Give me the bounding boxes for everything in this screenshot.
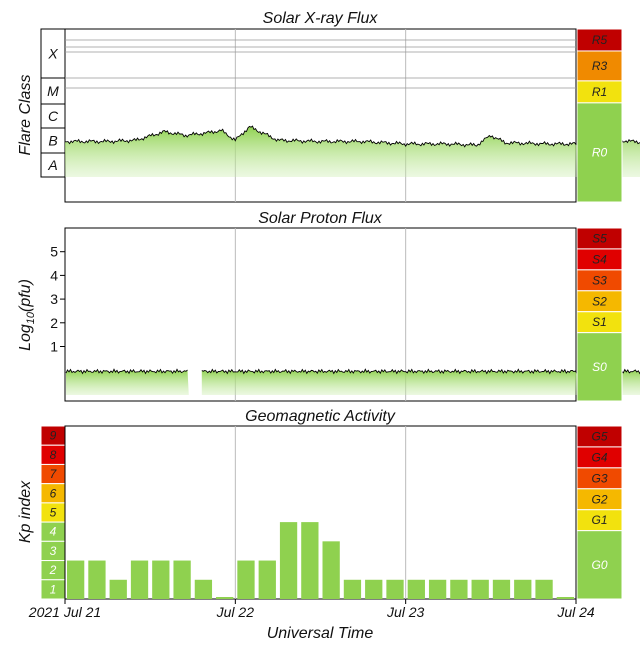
flare-class-c: C — [48, 108, 59, 124]
kp-bar — [152, 560, 170, 599]
scale-label-r1: R1 — [592, 85, 607, 99]
scale-label-r3: R3 — [592, 59, 608, 73]
kp-level-scale: 9 8 7 6 5 4 3 2 1 — [40, 425, 66, 600]
proton-tick-3: 3 — [50, 291, 58, 307]
radiation-storm-scale: S5 S4 S3 S2 S1 S0 — [576, 227, 623, 402]
scale-band-r0 — [576, 102, 623, 203]
flare-class-a: A — [47, 157, 57, 173]
proton-y-ticks: 5 4 3 2 1 — [50, 244, 65, 354]
kp-bar — [514, 579, 532, 599]
scale-label-s2: S2 — [592, 294, 607, 308]
scale-label-g0: G0 — [591, 558, 607, 572]
proton-title: Solar Proton Flux — [258, 210, 383, 227]
xray-flux-line — [65, 125, 640, 148]
kp-gridlines — [234, 426, 407, 599]
proton-ylabel-sub: 10 — [25, 311, 37, 324]
scale-label-g4: G4 — [591, 450, 607, 464]
kp-level-label-6: 6 — [50, 486, 57, 500]
proton-tick-1: 1 — [50, 338, 58, 354]
kp-level-label-2: 2 — [49, 563, 57, 577]
x-axis-ticks: 2021 Jul 21 Jul 22 Jul 23 Jul 24 — [28, 599, 595, 620]
proton-tick-2: 2 — [50, 315, 58, 331]
kp-bar — [492, 579, 511, 599]
flare-class-cell — [40, 152, 66, 178]
kp-bar — [428, 579, 447, 599]
kp-bar — [407, 579, 425, 599]
kp-level-label-8: 8 — [50, 448, 57, 462]
kp-bar — [343, 579, 362, 599]
proton-flux-area — [66, 369, 189, 395]
kp-bar — [556, 597, 574, 599]
kp-plot-area — [64, 425, 577, 600]
proton-flux-area — [201, 369, 640, 395]
kp-bar — [67, 560, 85, 599]
xray-title: Solar X-ray Flux — [263, 10, 379, 27]
scale-band-r3 — [576, 50, 623, 82]
kp-ylabel: Kp index — [17, 480, 34, 543]
xray-gridlines — [65, 29, 576, 202]
proton-ylabel: Log10(pfu) — [17, 279, 37, 351]
kp-bar — [535, 579, 553, 599]
scale-label-r0: R0 — [592, 145, 608, 159]
kp-bar — [237, 560, 255, 599]
x-tick-label: 2021 Jul 21 — [28, 604, 101, 620]
kp-bar — [301, 522, 319, 599]
kp-level-label-5: 5 — [50, 506, 57, 520]
kp-bar — [194, 579, 213, 599]
scale-label-g3: G3 — [591, 471, 607, 485]
kp-bar — [109, 579, 127, 599]
kp-bar — [88, 560, 106, 599]
kp-level-label-9: 9 — [50, 429, 57, 443]
kp-bar — [130, 560, 149, 599]
xray-ylabel: Flare Class — [17, 75, 34, 156]
kp-bar — [279, 522, 298, 599]
xray-flux-area — [65, 126, 640, 177]
proton-tick-4: 4 — [50, 267, 58, 283]
proton-ylabel-rest: (pfu) — [17, 279, 34, 312]
proton-ylabel-base: Log — [17, 324, 34, 351]
scale-label-s0: S0 — [592, 360, 607, 374]
x-tick-label: Jul 23 — [386, 604, 425, 620]
flare-class-x: X — [47, 46, 58, 62]
kp-level-label-3: 3 — [50, 544, 57, 558]
scale-label-g5: G5 — [591, 429, 607, 443]
scale-label-s5: S5 — [592, 231, 607, 245]
scale-band-g0 — [576, 530, 623, 600]
proton-flux-series — [65, 368, 640, 395]
x-tick-label: Jul 22 — [216, 604, 255, 620]
x-tick-label: Jul 24 — [556, 604, 595, 620]
kp-bars — [67, 522, 574, 599]
kp-bar — [322, 541, 340, 599]
proton-tick-5: 5 — [50, 244, 58, 260]
flare-class-cell — [40, 28, 66, 79]
kp-bar — [173, 560, 191, 599]
scale-label-s1: S1 — [592, 315, 607, 329]
x-axis-label: Universal Time — [267, 625, 374, 642]
kp-bar — [365, 579, 383, 599]
kp-bar — [216, 597, 234, 599]
radio-blackout-scale: R5 R3 R1 R0 — [576, 28, 623, 203]
flare-class-b: B — [48, 133, 57, 149]
kp-bar — [386, 579, 404, 599]
scale-label-g1: G1 — [591, 513, 607, 527]
proton-flux-line — [65, 368, 188, 375]
kp-level-label-4: 4 — [50, 525, 57, 539]
proton-flux-line — [201, 368, 640, 375]
geomagnetic-storm-scale: G5 G4 G3 G2 G1 G0 — [576, 425, 623, 600]
scale-label-s4: S4 — [592, 252, 607, 266]
kp-level-label-1: 1 — [50, 582, 57, 596]
xray-flux-series — [65, 125, 640, 177]
kp-bar — [450, 579, 468, 599]
flare-class-m: M — [47, 83, 59, 99]
scale-label-g2: G2 — [591, 492, 607, 506]
scale-band-s0 — [576, 332, 623, 402]
kp-level-label-7: 7 — [50, 467, 58, 481]
kp-title: Geomagnetic Activity — [245, 408, 396, 425]
kp-bar — [471, 579, 489, 599]
scale-label-s3: S3 — [592, 273, 607, 287]
scale-label-r5: R5 — [592, 33, 608, 47]
kp-bar — [258, 560, 276, 599]
